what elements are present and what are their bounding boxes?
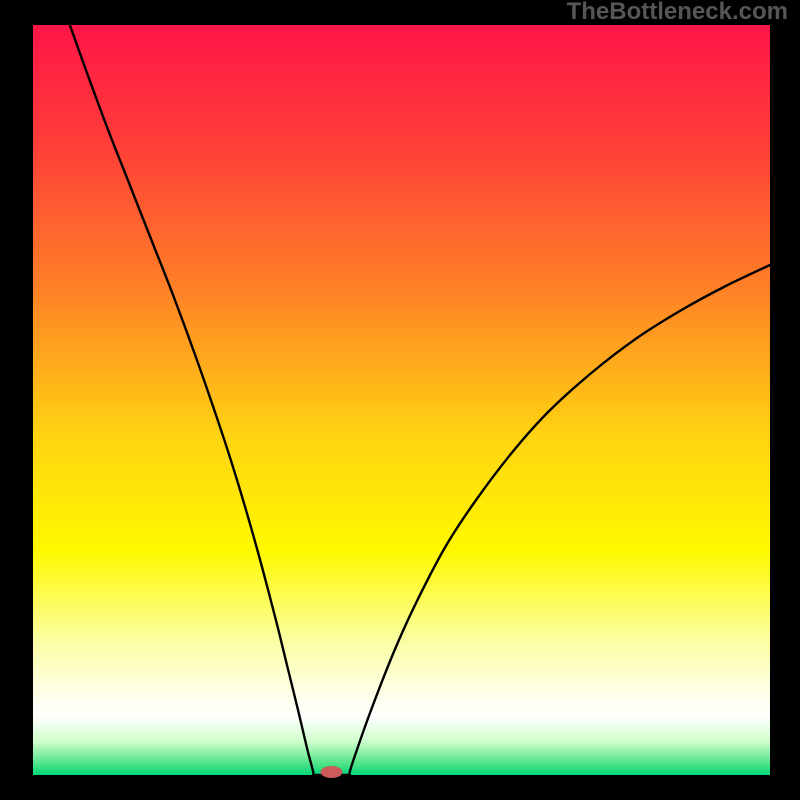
plot-background: [33, 25, 770, 775]
bottleneck-curve-chart: [0, 0, 800, 800]
chart-container: TheBottleneck.com: [0, 0, 800, 800]
optimum-marker: [320, 766, 342, 778]
